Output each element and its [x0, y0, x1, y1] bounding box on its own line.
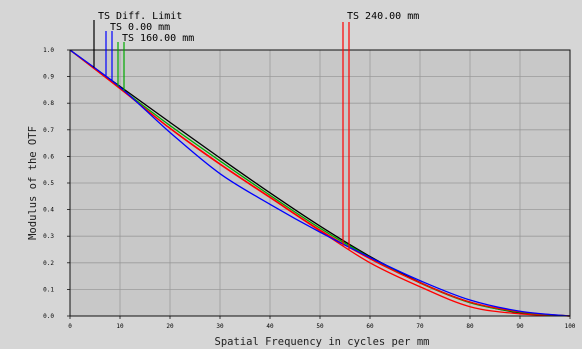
x-tick-label: 100 — [565, 323, 576, 330]
tick-labels: 0 10 20 30 40 50 60 70 80 90 100 0.0 0.1 0.2 0.3 0.4 0.5… — [43, 47, 576, 330]
y-tick-label: 0.9 — [43, 74, 54, 81]
y-tick-label: 0.4 — [43, 207, 54, 214]
y-tick-label: 0.5 — [43, 180, 54, 187]
x-tick-label: 30 — [216, 323, 224, 330]
y-tick-label: 0.8 — [43, 100, 54, 107]
x-tick-label: 50 — [316, 323, 324, 330]
legend-lines — [93, 20, 350, 250]
y-tick-label: 0.1 — [43, 286, 54, 293]
legend: TS Diff. Limit TS 0.00 mm TS 160.00 mm T… — [93, 11, 419, 250]
y-tick-label: 0.6 — [43, 153, 54, 160]
x-axis-title: Spatial Frequency in cycles per mm — [215, 336, 430, 348]
y-tick-label: 0.2 — [43, 260, 54, 267]
y-tick-label: 1.0 — [43, 47, 54, 54]
x-tick-label: 70 — [416, 323, 424, 330]
legend-label-ts-0mm: TS 0.00 mm — [110, 22, 170, 33]
x-tick-label: 80 — [466, 323, 474, 330]
legend-label-diff-limit: TS Diff. Limit — [98, 11, 182, 22]
x-tick-label: 0 — [68, 323, 72, 330]
x-tick-label: 10 — [116, 323, 124, 330]
x-tick-label: 60 — [366, 323, 374, 330]
y-tick-label: 0.7 — [43, 127, 54, 134]
series-layer — [69, 49, 571, 317]
series-line-4 — [69, 49, 571, 317]
series-line-3 — [69, 49, 571, 317]
x-tick-label: 40 — [266, 323, 274, 330]
grid — [70, 50, 570, 316]
y-tick-label: 0.3 — [43, 233, 54, 240]
x-tick-label: 90 — [516, 323, 524, 330]
x-tick-label: 20 — [166, 323, 174, 330]
y-tick-label: 0.0 — [43, 313, 54, 320]
legend-label-ts-240mm: TS 240.00 mm — [347, 11, 419, 22]
legend-label-ts-160mm: TS 160.00 mm — [122, 33, 194, 44]
y-axis-title: Modulus of the OTF — [27, 126, 39, 240]
